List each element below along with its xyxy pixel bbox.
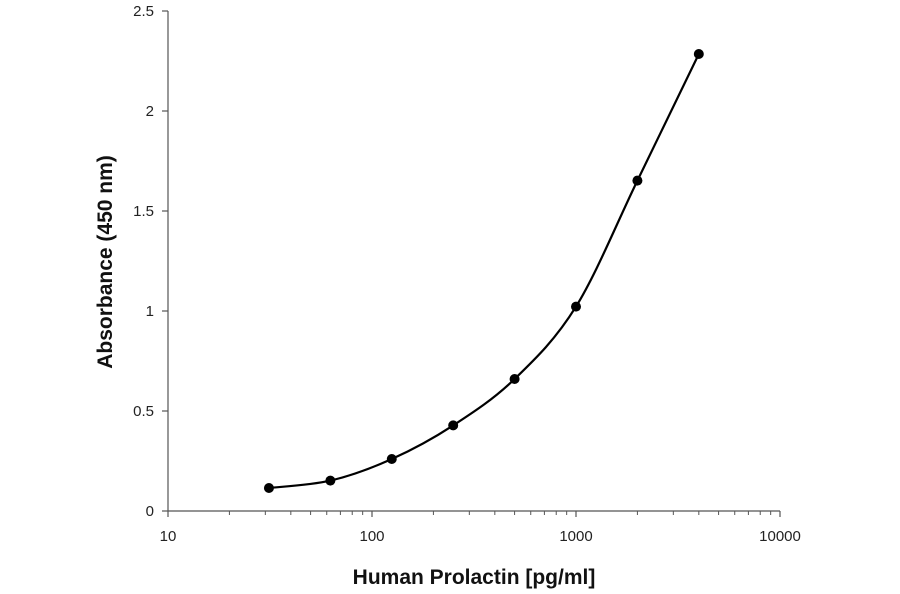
axes: 0 0.5 1 1.5 2 2.5 10 100 1000 10000: [133, 3, 801, 545]
y-tick-label: 1: [146, 303, 154, 320]
data-point: [693, 49, 704, 59]
x-axis-title: Human Prolactin [pg/ml]: [353, 566, 596, 589]
data-point: [509, 374, 520, 384]
y-tick-label: 1.5: [133, 203, 154, 220]
y-axis-title: Absorbance (450 nm): [94, 155, 117, 369]
y-tick-label: 2.5: [133, 3, 154, 20]
y-axis-ticks: 0 0.5 1 1.5 2 2.5: [133, 3, 168, 520]
data-point: [571, 301, 581, 312]
data-points: [263, 49, 704, 493]
data-point: [325, 475, 336, 486]
data-point: [448, 420, 459, 431]
x-tick-label: 100: [359, 528, 384, 545]
x-tick-label: 10000: [759, 528, 801, 545]
x-tick-label: 1000: [559, 528, 592, 545]
y-tick-label: 2: [146, 103, 154, 120]
data-point: [263, 483, 274, 493]
x-axis-ticks: 10 100 1000 10000: [160, 511, 801, 545]
y-tick-label: 0: [146, 503, 154, 520]
data-series-curve: [268, 53, 700, 490]
y-tick-label: 0.5: [133, 403, 154, 420]
x-tick-label: 10: [160, 528, 177, 545]
data-point: [386, 454, 397, 464]
data-point: [632, 175, 643, 186]
